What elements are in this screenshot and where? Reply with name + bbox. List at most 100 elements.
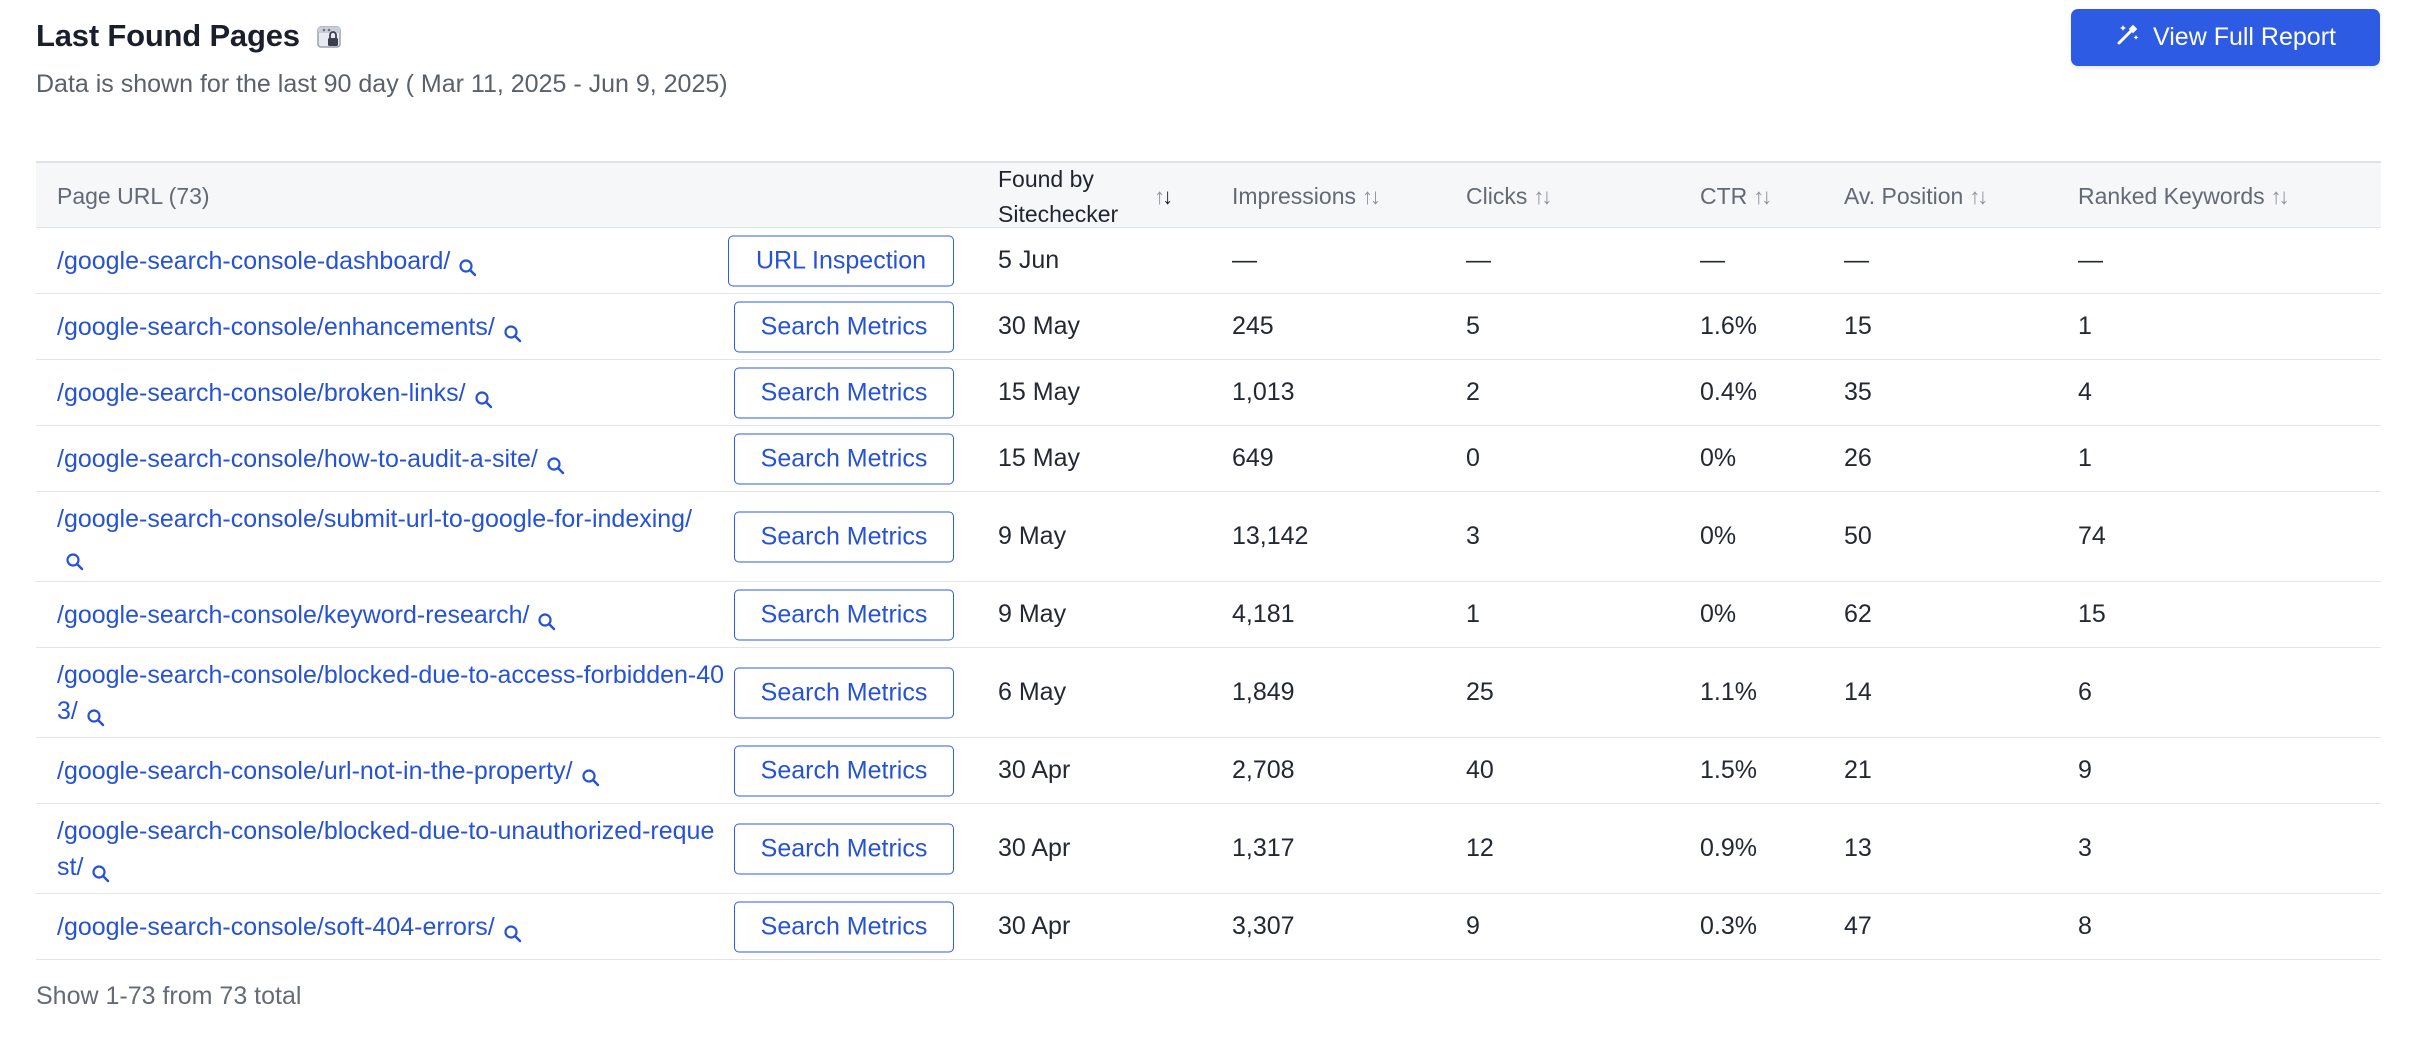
search-metrics-button[interactable]: Search Metrics	[734, 745, 954, 796]
ctr-value: 0.3%	[1700, 912, 1757, 940]
page-url-text: /google-search-console/soft-404-errors/	[57, 912, 495, 941]
view-full-report-label: View Full Report	[2153, 23, 2336, 51]
search-metrics-button[interactable]: Search Metrics	[734, 901, 954, 952]
position-value: 21	[1844, 756, 1872, 784]
table-row: /google-search-console-dashboard/ URL In…	[36, 228, 2381, 294]
table-row: /google-search-console/submit-url-to-goo…	[36, 492, 2381, 582]
sort-icon[interactable]: ↑↓	[1753, 183, 1772, 209]
impressions-value: 245	[1232, 312, 1274, 340]
search-icon[interactable]	[86, 702, 106, 727]
clicks-value: 1	[1466, 600, 1480, 628]
column-clicks-label: Clicks	[1466, 183, 1528, 209]
position-value: 14	[1844, 678, 1872, 706]
sort-icon[interactable]: ↑↓	[1361, 183, 1381, 209]
found-date: 30 Apr	[998, 834, 1071, 862]
ctr-value: —	[1700, 246, 1725, 274]
search-icon[interactable]	[537, 606, 557, 631]
clicks-value: 3	[1466, 522, 1480, 550]
search-icon[interactable]	[458, 252, 478, 277]
sort-desc-icon[interactable]: ↑ ↓	[1154, 184, 1173, 209]
search-metrics-button[interactable]: Search Metrics	[734, 667, 954, 718]
ctr-value: 0.9%	[1700, 834, 1757, 862]
search-icon[interactable]	[474, 384, 494, 409]
page-url-link[interactable]: /google-search-console/broken-links/	[57, 375, 757, 411]
page-url-text: /google-search-console/blocked-due-to-ac…	[57, 660, 725, 725]
found-date: 15 May	[998, 378, 1080, 406]
search-icon[interactable]	[503, 318, 523, 343]
page-url-text: /google-search-console-dashboard/	[57, 246, 451, 275]
found-date: 30 May	[998, 312, 1080, 340]
impressions-value: 3,307	[1232, 912, 1295, 940]
column-impressions[interactable]: Impressions ↑↓	[1232, 163, 1381, 230]
page-url-text: /google-search-console/blocked-due-to-un…	[57, 816, 715, 881]
column-keywords[interactable]: Ranked Keywords ↑↓	[2078, 163, 2290, 230]
found-date: 5 Jun	[998, 246, 1060, 274]
position-value: 13	[1844, 834, 1872, 862]
search-icon[interactable]	[546, 450, 566, 475]
url-inspection-button[interactable]: URL Inspection	[728, 235, 954, 286]
search-icon[interactable]	[503, 918, 523, 943]
keywords-value: 3	[2078, 834, 2092, 862]
keywords-value: 4	[2078, 378, 2092, 406]
found-date: 6 May	[998, 678, 1067, 706]
position-value: 47	[1844, 912, 1872, 940]
lock-icon	[314, 21, 344, 51]
position-value: 62	[1844, 600, 1872, 628]
search-metrics-button[interactable]: Search Metrics	[734, 589, 954, 640]
sort-icon[interactable]: ↑↓	[2270, 183, 2290, 209]
search-metrics-button[interactable]: Search Metrics	[734, 433, 954, 484]
pagination-summary: Show 1-73 from 73 total	[36, 982, 302, 1010]
ctr-value: 0%	[1700, 600, 1737, 628]
page-url-link[interactable]: /google-search-console/keyword-research/	[57, 597, 757, 633]
table-header: Page URL (73) Found by Sitechecker ↑ ↓ Im…	[36, 161, 2381, 228]
search-icon[interactable]	[91, 858, 111, 883]
section-title: Last Found Pages	[36, 18, 344, 54]
page-url-link[interactable]: /google-search-console/soft-404-errors/	[57, 909, 757, 945]
page-url-link[interactable]: /google-search-console-dashboard/	[57, 243, 757, 279]
page-url-link[interactable]: /google-search-console/submit-url-to-goo…	[57, 501, 717, 573]
search-icon[interactable]	[65, 546, 85, 571]
column-found-line1: Found by	[998, 165, 1094, 192]
search-metrics-button[interactable]: Search Metrics	[734, 367, 954, 418]
column-ctr-label: CTR	[1700, 183, 1748, 209]
position-value: 35	[1844, 378, 1872, 406]
page-url-text: /google-search-console/keyword-research/	[57, 600, 530, 629]
ctr-value: 0%	[1700, 444, 1737, 472]
search-icon[interactable]	[581, 762, 601, 787]
column-ctr[interactable]: CTR ↑↓	[1700, 163, 1772, 230]
column-found-by[interactable]: Found by Sitechecker ↑ ↓	[998, 163, 1228, 230]
page-url-text: /google-search-console/enhancements/	[57, 312, 495, 341]
table-row: /google-search-console/broken-links/ Sea…	[36, 360, 2381, 426]
search-metrics-button[interactable]: Search Metrics	[734, 511, 954, 562]
table-row: /google-search-console/blocked-due-to-un…	[36, 804, 2381, 894]
found-date: 30 Apr	[998, 912, 1071, 940]
keywords-value: 6	[2078, 678, 2092, 706]
page-url-link[interactable]: /google-search-console/url-not-in-the-pr…	[57, 753, 757, 789]
page-url-text: /google-search-console/url-not-in-the-pr…	[57, 756, 573, 785]
impressions-value: 1,849	[1232, 678, 1295, 706]
search-metrics-button[interactable]: Search Metrics	[734, 823, 954, 874]
column-found-by-label: Found by Sitechecker	[998, 162, 1118, 232]
impressions-value: —	[1232, 246, 1257, 274]
column-clicks[interactable]: Clicks ↑↓	[1466, 163, 1552, 230]
keywords-value: 9	[2078, 756, 2092, 784]
page-url-link[interactable]: /google-search-console/enhancements/	[57, 309, 757, 345]
page-url-link[interactable]: /google-search-console/how-to-audit-a-si…	[57, 441, 757, 477]
ctr-value: 1.1%	[1700, 678, 1757, 706]
impressions-value: 4,181	[1232, 600, 1295, 628]
page-url-link[interactable]: /google-search-console/blocked-due-to-un…	[57, 813, 717, 885]
keywords-value: 15	[2078, 600, 2106, 628]
sort-icon[interactable]: ↑↓	[1533, 183, 1552, 209]
impressions-value: 1,013	[1232, 378, 1295, 406]
page-url-text: /google-search-console/submit-url-to-goo…	[57, 504, 693, 533]
column-position[interactable]: Av. Position ↑↓	[1844, 163, 1988, 230]
column-page-url-label: Page URL (73)	[57, 183, 210, 209]
keywords-value: 1	[2078, 444, 2092, 472]
column-page-url: Page URL (73)	[57, 163, 210, 230]
page-title: Last Found Pages	[36, 18, 300, 53]
table-row: /google-search-console/soft-404-errors/ …	[36, 894, 2381, 960]
view-full-report-button[interactable]: View Full Report	[2071, 9, 2380, 66]
page-url-link[interactable]: /google-search-console/blocked-due-to-ac…	[57, 657, 727, 729]
sort-icon[interactable]: ↑↓	[1969, 183, 1988, 209]
search-metrics-button[interactable]: Search Metrics	[734, 301, 954, 352]
